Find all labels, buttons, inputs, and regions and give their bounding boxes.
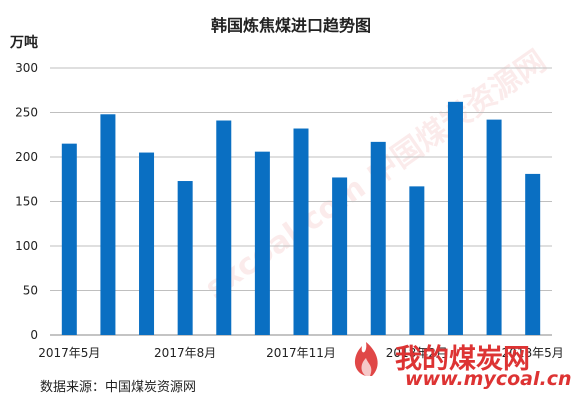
bar <box>486 119 502 336</box>
y-tick-label: 250 <box>15 106 38 120</box>
y-tick-label: 300 <box>15 61 38 75</box>
y-tick-label: 100 <box>15 239 38 253</box>
bar <box>332 177 348 335</box>
bar <box>409 186 425 335</box>
y-tick-label: 200 <box>15 150 38 164</box>
bar <box>254 151 270 335</box>
bar <box>216 120 232 335</box>
chart-title: 韩国炼焦煤进口趋势图 <box>210 16 371 35</box>
x-tick-label: 2017年8月 <box>154 346 216 360</box>
y-tick-label: 50 <box>23 284 38 298</box>
x-tick-label: 2018年2月 <box>386 346 448 360</box>
bar <box>447 101 463 335</box>
x-tick-label: 2017年5月 <box>38 346 100 360</box>
bar <box>100 114 116 335</box>
flame-logo-icon <box>354 342 378 376</box>
bar <box>293 128 309 335</box>
bar <box>525 173 541 335</box>
x-tick-label: 2018年5月 <box>502 346 564 360</box>
bar <box>177 181 193 335</box>
bar <box>61 143 77 335</box>
y-tick-label: 0 <box>30 328 38 342</box>
bar <box>139 152 155 335</box>
x-tick-label: 2017年11月 <box>266 346 336 360</box>
y-axis-unit-label: 万吨 <box>10 35 38 51</box>
y-tick-label: 150 <box>15 195 38 209</box>
bar <box>370 141 386 335</box>
source-note: 数据来源：中国煤炭资源网 <box>40 380 197 395</box>
